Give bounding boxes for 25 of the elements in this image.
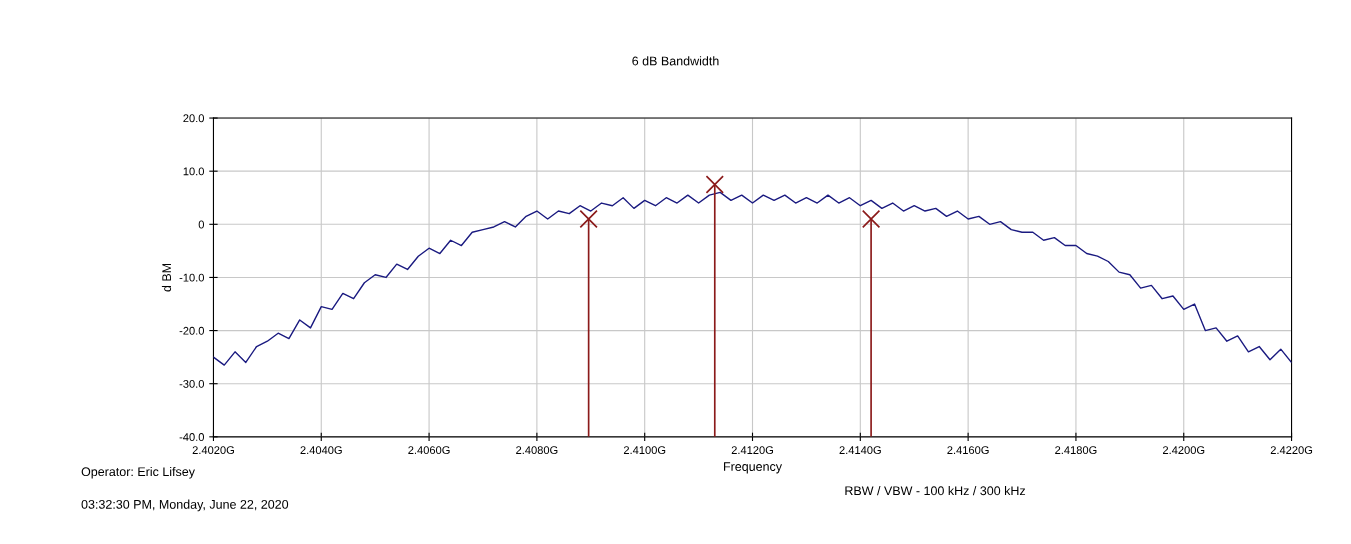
x-tick-label: 2.4080G [516, 446, 558, 455]
x-tick-label: 2.4140G [839, 446, 881, 455]
chart-title: 6 dB Bandwidth [632, 56, 719, 66]
x-tick-label: 2.4200G [1162, 446, 1205, 455]
x-tick-label: 2.4220G [1270, 446, 1313, 455]
x-tick-label: 2.4020G [192, 446, 234, 455]
x-tick-label: 2.4060G [408, 446, 450, 455]
text: Operator: Eric Lifsey [81, 466, 195, 479]
y-axis-title: d BM [161, 263, 172, 292]
x-tick-label: 2.4040G [300, 446, 342, 455]
y-tick-label: -20.0 [179, 326, 204, 335]
y-tick-label: -40.0 [179, 433, 204, 441]
x-tick-label: 2.4100G [623, 446, 666, 455]
text: 03:32:30 PM, Monday, June 22, 2020 [81, 499, 289, 512]
x-axis-title: Frequency [724, 462, 783, 474]
text: RBW / VBW - 100 kHz / 300 kHz [845, 485, 1026, 496]
y-tick-label: 10.0 [183, 167, 204, 176]
y-tick-label: -30.0 [179, 379, 204, 388]
x-tick-label: 2.4160G [947, 446, 989, 455]
x-tick-label: 2.4180G [1055, 446, 1097, 455]
y-tick-label: 20.0 [183, 114, 204, 123]
y-tick-label: 0 [198, 220, 204, 229]
line-series [213, 191, 1292, 366]
x-tick-label: 2.4120G [731, 446, 773, 455]
y-tick-label: -10.0 [179, 273, 204, 282]
